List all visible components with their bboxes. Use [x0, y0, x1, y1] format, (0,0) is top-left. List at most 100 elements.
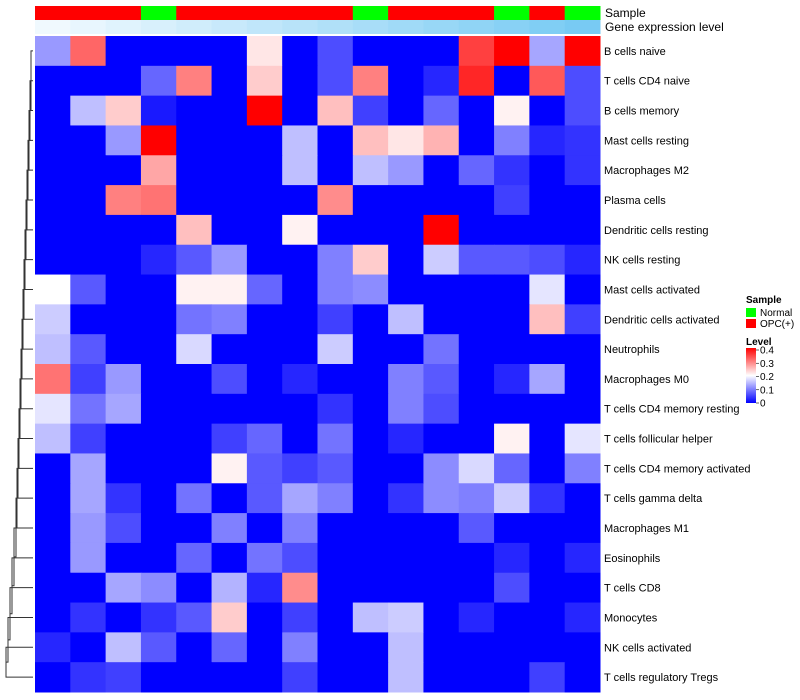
heatmap-cell [423, 453, 460, 484]
heatmap-cell [352, 155, 389, 186]
heatmap-cell [458, 483, 495, 514]
heatmap-cell [494, 423, 530, 454]
heatmap-cell [246, 662, 283, 693]
heatmap-cell [35, 513, 71, 544]
heatmap-cell [458, 36, 495, 67]
heatmap-cell [176, 185, 213, 216]
heatmap-cell [246, 214, 283, 246]
heatmap-cell [35, 632, 71, 663]
heatmap-cell [423, 483, 460, 514]
heatmap-cell [564, 304, 601, 335]
heatmap-cell [317, 304, 354, 335]
heatmap-cell [282, 393, 318, 425]
heatmap-cell [423, 334, 460, 365]
heatmap-cell [105, 483, 142, 514]
heatmap-cell [211, 393, 248, 425]
heatmap-cell [317, 572, 354, 604]
heatmap-cell [282, 155, 318, 186]
heatmap-cell [35, 95, 71, 126]
sample-annotation-cell [494, 6, 530, 20]
heatmap-cell [70, 662, 107, 693]
heatmap-cell [105, 364, 142, 395]
heatmap-cell [105, 513, 142, 544]
heatmap-cell [352, 393, 389, 425]
heatmap-cell [352, 125, 389, 156]
heatmap-cell [282, 214, 318, 246]
gene-expression-annotation-cell [423, 20, 460, 34]
heatmap-cell [458, 453, 495, 484]
heatmap-cell [317, 364, 354, 395]
row-label: Plasma cells [604, 195, 666, 207]
heatmap-cell [282, 602, 318, 633]
sample-annotation-cell [140, 6, 177, 20]
heatmap-cell [423, 95, 460, 126]
heatmap-cell [529, 155, 566, 186]
heatmap-cell [564, 542, 601, 574]
heatmap-cell [282, 632, 318, 663]
heatmap-cell [564, 572, 601, 604]
gene-expression-annotation-label: Gene expression level [605, 20, 724, 34]
heatmap-cell [494, 662, 530, 693]
heatmap-cell [388, 125, 424, 156]
heatmap-cell [317, 453, 354, 484]
heatmap-cell [282, 125, 318, 156]
heatmap-cell [317, 214, 354, 246]
heatmap-cell [458, 334, 495, 365]
heatmap-cell [282, 304, 318, 335]
gene-expression-annotation-cell [529, 20, 566, 34]
heatmap-cell [423, 125, 460, 156]
heatmap-cell [282, 334, 318, 365]
heatmap-cell [35, 423, 71, 454]
dendrogram-branch [30, 50, 33, 112]
heatmap-cell [352, 95, 389, 126]
heatmap-cell [564, 632, 601, 663]
heatmap-cell [317, 334, 354, 365]
sample-annotation-cell [70, 6, 107, 20]
heatmap-cell [423, 662, 460, 693]
heatmap-cell [70, 214, 107, 246]
heatmap-cell [211, 632, 248, 663]
heatmap-cell [246, 65, 283, 97]
heatmap-cell [246, 125, 283, 156]
heatmap-cell [388, 513, 424, 544]
heatmap-cell [140, 214, 177, 246]
heatmap-cell [70, 513, 107, 544]
heatmap-cell [388, 542, 424, 574]
heatmap-cell [211, 334, 248, 365]
row-label: Macrophages M0 [604, 374, 689, 386]
sample-annotation-cell [423, 6, 460, 20]
heatmap-cell [105, 95, 142, 126]
heatmap-cell [529, 214, 566, 246]
heatmap-cell [458, 602, 495, 633]
heatmap-cell [423, 185, 460, 216]
heatmap-cell [211, 214, 248, 246]
heatmap-cell [176, 125, 213, 156]
heatmap-cell [529, 65, 566, 97]
sample-annotation-cell [105, 6, 142, 20]
heatmap-cell [352, 632, 389, 663]
heatmap-cell [70, 36, 107, 67]
heatmap-cell [35, 214, 71, 246]
heatmap-cell [35, 304, 71, 335]
heatmap-cell [564, 483, 601, 514]
heatmap-cell [246, 364, 283, 395]
heatmap-cell [494, 214, 530, 246]
heatmap-cell [388, 274, 424, 305]
heatmap-cell [458, 274, 495, 305]
heatmap-cell [105, 632, 142, 663]
sample-annotation-cell [211, 6, 248, 20]
heatmap-cell [458, 364, 495, 395]
heatmap-cell [317, 632, 354, 663]
heatmap-cell [423, 542, 460, 574]
heatmap-cell [317, 513, 354, 544]
heatmap-cell [246, 393, 283, 425]
legend-swatch-opc [746, 319, 756, 328]
heatmap-cell [282, 483, 318, 514]
heatmap-cell [423, 423, 460, 454]
heatmap-cell [140, 334, 177, 365]
level-tick-label: 0.1 [760, 385, 774, 396]
heatmap-cell [388, 662, 424, 693]
heatmap-cell [211, 125, 248, 156]
heatmap-cell [140, 483, 177, 514]
heatmap-cell [317, 244, 354, 276]
